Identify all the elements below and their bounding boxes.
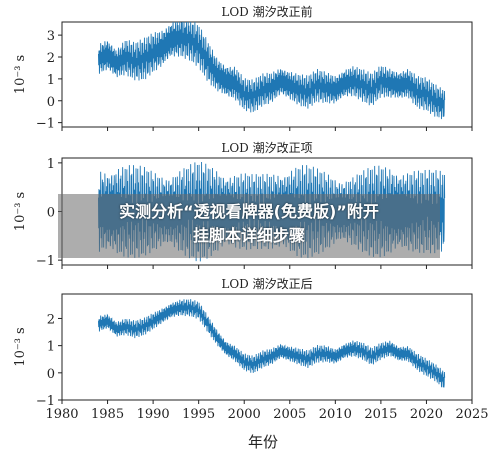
x-tick-label: 1985 — [91, 407, 124, 422]
y-axis-label: 10⁻³ s — [13, 327, 28, 366]
series-line — [97, 21, 446, 120]
y-tick-label: 1 — [47, 157, 55, 172]
x-tick-label: 1995 — [182, 407, 215, 422]
panel-1: LOD 潮汐改正前 10⁻³ s −1 0 1 2 3 — [13, 4, 473, 132]
series-line — [97, 299, 446, 388]
x-tick-label: 2010 — [319, 407, 352, 422]
y-tick-label: 0 — [47, 206, 55, 221]
x-tick-label: 2025 — [455, 407, 488, 422]
x-tick-label: 2020 — [410, 407, 443, 422]
x-tick-label: 2015 — [364, 407, 397, 422]
y-axis-label: 10⁻³ s — [13, 55, 28, 94]
x-tick-label: 2005 — [273, 407, 306, 422]
watermark-text: 实测分析“透视看牌器(免费版)”附开 挂脚本详细步骤 — [58, 200, 440, 248]
plot-frame — [61, 21, 473, 128]
x-tick-label: 1990 — [137, 407, 170, 422]
plot-frame — [61, 293, 473, 401]
x-tick-label: 1980 — [45, 407, 78, 422]
y-axis-label: 10⁻³ s — [13, 192, 28, 231]
y-tick-label: 3 — [47, 29, 55, 44]
panel-3: LOD 潮汐改正后 10⁻³ s −1 0 1 2 1980 1985 1990 1995 2000… — [13, 276, 489, 422]
y-tick-label: −1 — [36, 254, 55, 269]
y-tick-label: 1 — [47, 73, 55, 88]
y-tick-label: 2 — [47, 312, 55, 327]
watermark-line-1: 实测分析“透视看牌器(免费版)”附开 — [119, 202, 379, 221]
x-axis-label: 年份 — [248, 433, 278, 451]
panel-title: LOD 潮汐改正后 — [221, 276, 312, 291]
y-tick-label: −1 — [36, 394, 55, 409]
watermark-banner — [58, 194, 440, 258]
x-tick-label: 2000 — [228, 407, 261, 422]
watermark-line-2: 挂脚本详细步骤 — [192, 226, 305, 245]
y-tick-label: 0 — [47, 367, 55, 382]
y-tick-label: −1 — [36, 117, 55, 132]
y-tick-label: 2 — [47, 51, 55, 66]
panel-title: LOD 潮汐改正前 — [221, 4, 312, 19]
y-tick-label: 0 — [47, 95, 55, 110]
y-tick-label: 1 — [47, 340, 55, 355]
panel-title: LOD 潮汐改正项 — [221, 140, 312, 155]
